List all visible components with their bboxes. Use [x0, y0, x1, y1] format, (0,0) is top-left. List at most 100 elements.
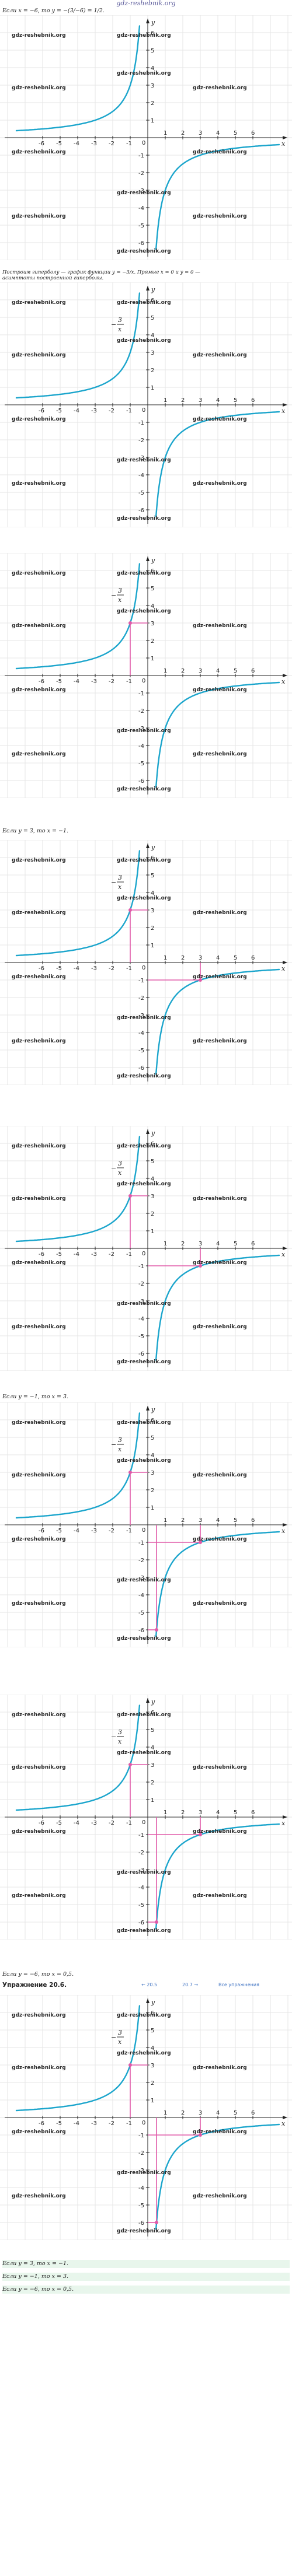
y-tick-label: 4 [151, 603, 154, 610]
x-tick-label: -5 [56, 2120, 62, 2127]
watermark-text: gdz-reshebnik.org [193, 1765, 247, 1770]
x-tick-label: 1 [164, 668, 167, 674]
y-tick-label: 2 [151, 925, 154, 932]
hyperbola-branch-right [155, 1531, 280, 1637]
y-tick-label: 6 [151, 1710, 154, 1716]
y-tick-label: 1 [151, 656, 154, 662]
x-axis-arrow [283, 1815, 287, 1819]
x-tick-label: -4 [74, 408, 79, 414]
hyperbola-branch-right [155, 681, 280, 788]
function-label-sign: − [111, 1733, 116, 1741]
x-tick-label: 5 [234, 1810, 237, 1816]
x-tick-label: 1 [164, 955, 167, 961]
watermark-text: gdz-reshebnik.org [117, 2228, 171, 2234]
watermark-text: gdz-reshebnik.org [117, 1143, 171, 1149]
hyperbola-graph: x y 0 -6 -5 -4 -3 -2 -1 1 2 3 4 5 6 6 5 4 3 2 1 -1 -2 -3 -4 -5 -6 −… [0, 282, 292, 527]
x-tick-label: 3 [199, 1517, 202, 1524]
y-axis-arrow [146, 19, 150, 23]
y-tick-label: 3 [151, 350, 154, 356]
watermark-text: gdz-reshebnik.org [12, 1038, 66, 1044]
x-axis-arrow [283, 1247, 287, 1250]
x-tick-label: -5 [56, 965, 62, 972]
answer-y-minus-one: Если y = −1, то x = 3. [2, 2273, 290, 2281]
x-tick-label: 3 [199, 1810, 202, 1816]
y-axis-arrow [146, 844, 150, 848]
y-tick-label: 1 [151, 385, 154, 391]
x-tick-label: 5 [234, 2110, 237, 2116]
x-axis-label: x [281, 1251, 286, 1258]
y-tick-label: -4 [138, 205, 144, 212]
function-label-numerator: 3 [118, 1436, 122, 1444]
y-tick-label: -1 [138, 691, 144, 697]
watermark-text: gdz-reshebnik.org [12, 570, 66, 576]
watermark-text: gdz-reshebnik.org [117, 570, 171, 576]
x-axis-arrow [283, 961, 287, 964]
y-tick-label: -4 [138, 1885, 144, 1891]
y-tick-label: 3 [151, 83, 154, 89]
y-tick-label: 4 [151, 2045, 154, 2052]
y-tick-label: 4 [151, 65, 154, 72]
watermark-text: gdz-reshebnik.org [117, 608, 171, 614]
function-label: −3 x [111, 587, 124, 604]
y-tick-label: -2 [138, 1281, 144, 1287]
watermark-text: gdz-reshebnik.org [12, 33, 66, 38]
y-tick-label: 4 [151, 890, 154, 897]
y-tick-label: -3 [138, 455, 144, 461]
y-axis-label: y [151, 1129, 155, 1137]
watermark-text: gdz-reshebnik.org [193, 1536, 247, 1542]
marked-point [199, 978, 202, 982]
x-axis-label: x [281, 140, 286, 148]
y-tick-label: -1 [138, 978, 144, 984]
x-tick-label: -2 [109, 1820, 114, 1826]
function-label-denominator: x [118, 326, 122, 333]
y-tick-label: -6 [138, 1920, 144, 1926]
hyperbola-branch-right [155, 411, 280, 517]
x-tick-label: -5 [56, 678, 62, 685]
hyperbola-branch-left [15, 1704, 141, 1811]
x-axis-arrow [283, 403, 287, 407]
y-tick-label: 3 [151, 1470, 154, 1476]
y-axis-arrow [146, 1406, 150, 1410]
marked-point [128, 621, 132, 625]
watermark-text: gdz-reshebnik.org [12, 687, 66, 693]
watermark-text: gdz-reshebnik.org [193, 2193, 247, 2199]
marked-point [199, 1833, 202, 1836]
nav-next-link[interactable]: 20.7 → [182, 1982, 199, 1987]
x-tick-label: 2 [181, 2110, 185, 2116]
nav-all-exercises-link[interactable]: Все упражнения [218, 1982, 259, 1987]
x-tick-label: -2 [109, 1528, 114, 1534]
watermark-text: gdz-reshebnik.org [12, 623, 66, 629]
hyperbola-graph: x y 0 -6 -5 -4 -3 -2 -1 1 2 3 4 5 6 6 5 4 3 2 1 -1 -2 -3 -4 -5 -6 −… [0, 840, 292, 1085]
y-axis-arrow [146, 1129, 150, 1134]
function-label-sign: − [111, 592, 116, 599]
x-tick-label: -2 [109, 141, 114, 147]
x-axis-label: x [281, 1527, 286, 1535]
marked-point [155, 1920, 158, 1924]
y-tick-label: 6 [151, 568, 154, 575]
origin-label: 0 [142, 678, 145, 684]
y-axis-label: y [151, 1698, 155, 1706]
site-logo[interactable]: gdz-reshebnik.org [116, 0, 176, 7]
x-tick-label: 1 [164, 130, 167, 136]
x-tick-label: 4 [216, 397, 220, 404]
nav-prev-link[interactable]: ← 20.5 [141, 1982, 158, 1987]
x-tick-label: 2 [181, 1241, 185, 1247]
origin-label: 0 [142, 1527, 145, 1534]
watermark-text: gdz-reshebnik.org [12, 1712, 66, 1718]
y-tick-label: -3 [138, 2168, 144, 2174]
x-tick-label: 3 [199, 2110, 202, 2116]
y-tick-label: 5 [151, 873, 154, 879]
x-tick-label: -3 [91, 408, 97, 414]
x-tick-label: -6 [39, 408, 44, 414]
watermark-text: gdz-reshebnik.org [12, 1829, 66, 1835]
y-tick-label: -1 [138, 1540, 144, 1546]
y-tick-label: 4 [151, 1176, 154, 1182]
watermark-text: gdz-reshebnik.org [117, 2013, 171, 2018]
y-tick-label: 2 [151, 1211, 154, 1217]
watermark-text: gdz-reshebnik.org [193, 1472, 247, 1478]
x-tick-label: -2 [109, 965, 114, 972]
y-tick-label: 6 [151, 1141, 154, 1147]
y-tick-label: -2 [138, 170, 144, 177]
y-tick-label: -2 [138, 995, 144, 1002]
watermark-text: gdz-reshebnik.org [12, 2193, 66, 2199]
